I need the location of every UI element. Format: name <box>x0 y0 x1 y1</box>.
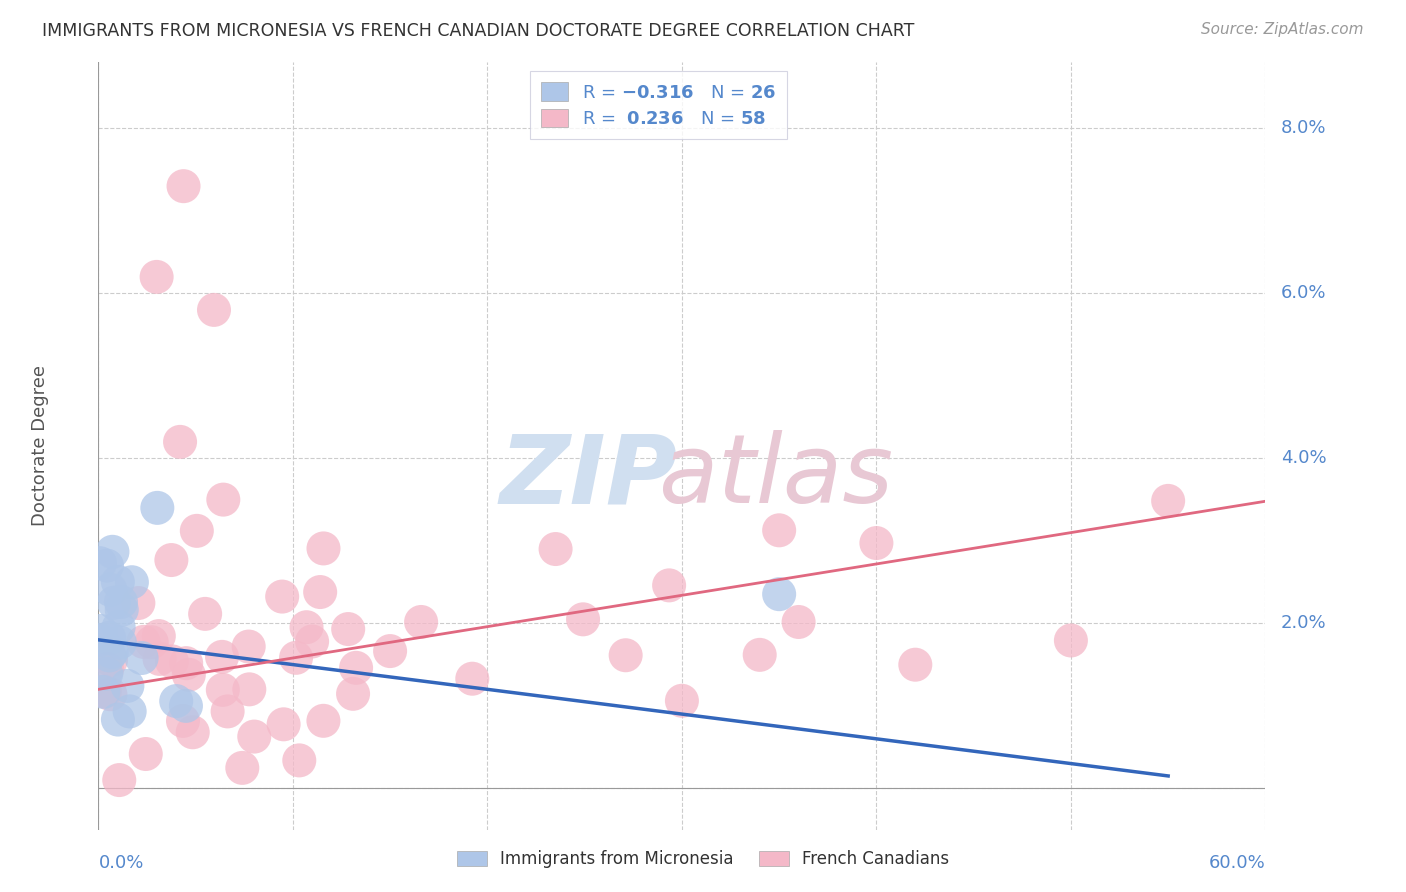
Point <box>572 612 595 626</box>
Point <box>148 652 170 666</box>
Point <box>100 687 122 701</box>
Point <box>217 705 239 719</box>
Point <box>96 662 118 676</box>
Point <box>108 773 131 788</box>
Point <box>89 633 111 648</box>
Point <box>312 714 335 728</box>
Text: 60.0%: 60.0% <box>1209 855 1265 872</box>
Point <box>1157 494 1180 508</box>
Point <box>111 603 134 617</box>
Point <box>768 524 790 538</box>
Legend: Immigrants from Micronesia, French Canadians: Immigrants from Micronesia, French Canad… <box>450 844 956 875</box>
Point <box>461 672 484 686</box>
Point <box>94 684 117 698</box>
Point <box>904 657 927 672</box>
Point <box>160 553 183 567</box>
Point <box>271 590 294 604</box>
Point <box>145 269 167 284</box>
Point <box>177 667 200 681</box>
Point <box>141 635 163 649</box>
Text: Source: ZipAtlas.com: Source: ZipAtlas.com <box>1201 22 1364 37</box>
Point <box>658 578 681 592</box>
Point <box>118 705 141 719</box>
Point <box>107 620 129 634</box>
Point <box>101 545 124 559</box>
Text: 0.0%: 0.0% <box>98 855 143 872</box>
Point <box>135 747 157 761</box>
Point <box>96 558 118 573</box>
Point <box>1060 633 1083 648</box>
Point <box>295 620 318 634</box>
Point <box>127 596 149 610</box>
Point <box>110 595 132 609</box>
Point <box>91 685 114 699</box>
Point <box>121 575 143 590</box>
Text: atlas: atlas <box>658 430 893 524</box>
Point <box>768 587 790 601</box>
Point <box>344 661 367 675</box>
Point <box>107 713 129 727</box>
Point <box>312 541 335 556</box>
Point <box>288 753 311 767</box>
Point <box>211 649 233 664</box>
Point <box>273 717 295 731</box>
Point <box>100 645 122 659</box>
Point <box>671 694 693 708</box>
Point <box>231 761 253 775</box>
Point <box>194 607 217 621</box>
Point <box>614 648 637 663</box>
Point <box>211 682 233 697</box>
Point <box>131 651 153 665</box>
Text: 2.0%: 2.0% <box>1281 615 1327 632</box>
Point <box>160 654 183 668</box>
Point <box>337 622 360 636</box>
Point <box>212 492 235 507</box>
Legend: R = $\mathbf{-0.316}$   N = $\mathbf{26}$, R =  $\mathbf{0.236}$   N = $\mathbf{: R = $\mathbf{-0.316}$ N = $\mathbf{26}$,… <box>530 71 787 139</box>
Point <box>243 730 266 744</box>
Point <box>378 644 401 658</box>
Point <box>107 574 129 589</box>
Point <box>238 682 260 697</box>
Point <box>173 179 195 194</box>
Point <box>169 434 191 449</box>
Point <box>301 634 323 648</box>
Point <box>174 656 197 670</box>
Point <box>103 596 125 610</box>
Point <box>186 524 208 538</box>
Point <box>148 629 170 643</box>
Point <box>100 653 122 667</box>
Point <box>309 585 332 599</box>
Point <box>174 698 197 713</box>
Point <box>132 635 155 649</box>
Point <box>787 615 810 629</box>
Point <box>96 666 118 681</box>
Text: IMMIGRANTS FROM MICRONESIA VS FRENCH CANADIAN DOCTORATE DEGREE CORRELATION CHART: IMMIGRANTS FROM MICRONESIA VS FRENCH CAN… <box>42 22 914 40</box>
Text: 4.0%: 4.0% <box>1281 450 1327 467</box>
Point <box>108 635 131 649</box>
Point <box>165 694 187 708</box>
Point <box>544 542 567 557</box>
Point <box>202 302 225 317</box>
Text: ZIP: ZIP <box>499 430 678 524</box>
Text: Doctorate Degree: Doctorate Degree <box>31 366 49 526</box>
Point <box>98 648 121 663</box>
Point <box>117 679 139 693</box>
Text: 6.0%: 6.0% <box>1281 285 1326 302</box>
Point <box>146 500 169 515</box>
Point <box>285 650 308 665</box>
Point <box>238 640 260 654</box>
Point <box>172 714 194 728</box>
Point <box>90 624 112 638</box>
Point <box>411 615 433 629</box>
Point <box>342 687 364 701</box>
Point <box>181 725 204 739</box>
Point <box>865 536 887 550</box>
Point <box>748 648 770 662</box>
Point <box>98 582 121 597</box>
Point <box>89 556 111 570</box>
Text: 8.0%: 8.0% <box>1281 120 1326 137</box>
Point <box>98 631 121 645</box>
